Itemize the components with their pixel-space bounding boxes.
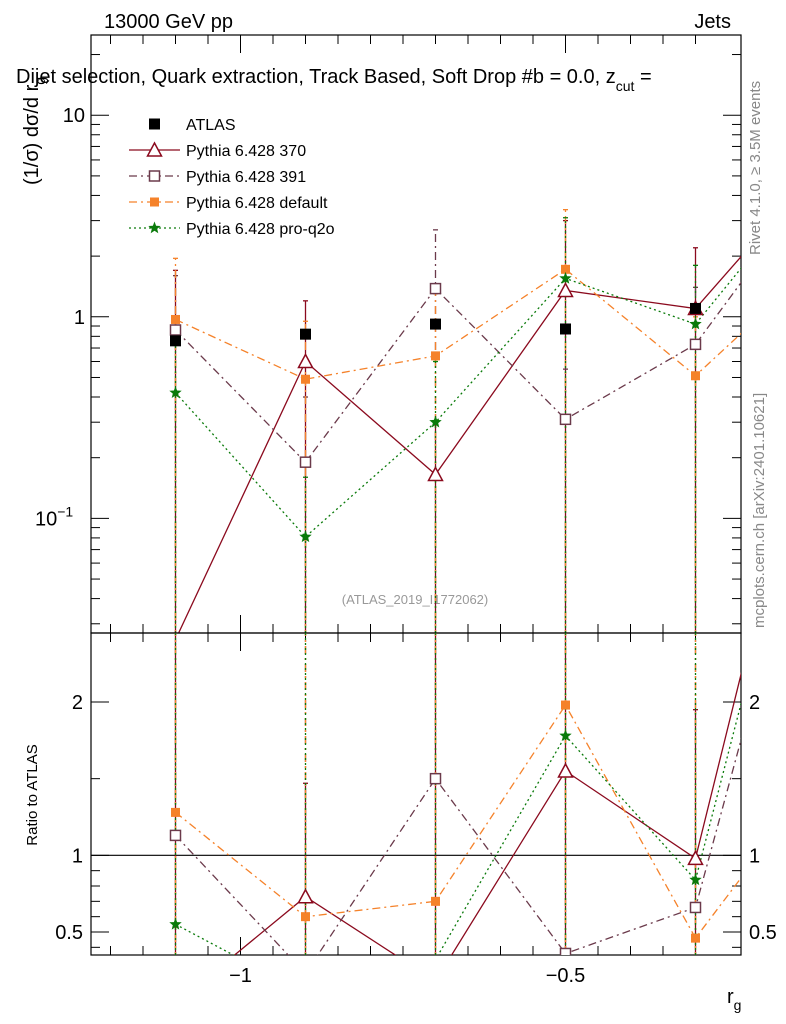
ratio-point-p370 — [687, 849, 704, 866]
ratio-y-tick-label-right: 0.5 — [749, 922, 777, 944]
legend-label-atlas: ATLAS — [186, 117, 236, 134]
main-point-atlas — [300, 328, 311, 340]
ratio-y-tick-label: 1 — [72, 845, 83, 867]
ratio-series-layer — [169, 633, 741, 955]
main-point-p370 — [297, 352, 314, 369]
main-y-tick-label-base: 10 — [35, 508, 57, 530]
main-y-axis-label-main: (1/σ) dσ/d r — [21, 84, 43, 185]
main-point-p391 — [559, 413, 572, 426]
legend-label-pdefault: Pythia 6.428 default — [186, 195, 328, 212]
rivet-label: Rivet 4.1.0, ≥ 3.5M events — [747, 81, 764, 255]
ratio-y-tick-label-right: 1 — [749, 845, 760, 867]
main-series-layer — [169, 209, 741, 633]
ratio-y-axis-label: Ratio to ATLAS — [24, 744, 41, 845]
ratio-point-pdefault — [171, 807, 180, 817]
main-point-atlas — [430, 318, 441, 330]
main-point-pq2o — [429, 415, 442, 428]
main-point-p391 — [299, 456, 312, 468]
ratio-point-pq2o — [169, 917, 182, 930]
legend-label-p370: Pythia 6.428 370 — [186, 143, 306, 160]
legend-marker-pdefault — [150, 197, 159, 207]
ratio-line-pdefault — [175, 703, 741, 940]
main-line-p370 — [177, 255, 741, 633]
plot-title-sub: cut — [616, 78, 635, 94]
main-y-axis-label-sub: g — [32, 77, 48, 85]
ratio-point-pdefault — [561, 700, 570, 710]
legend-marker-p391 — [148, 170, 161, 182]
main-line-p391 — [175, 281, 741, 464]
main-point-p370 — [557, 281, 574, 298]
ratio-plot-frame — [90, 632, 742, 956]
ratio-y-tick-label-right: 2 — [749, 692, 760, 714]
main-line-pq2o — [175, 267, 741, 538]
ratio-point-p391 — [169, 829, 182, 842]
main-point-p391 — [429, 282, 442, 295]
main-y-tick-label: 10−1 — [35, 503, 73, 530]
main-point-pq2o — [689, 317, 702, 330]
main-point-pq2o — [559, 271, 572, 284]
ratio-y-tick-label: 0.5 — [55, 922, 83, 944]
header-jets: Jets — [694, 11, 731, 33]
main-y-tick-label: 10 — [63, 105, 85, 127]
x-axis-label-main: r — [727, 986, 734, 1008]
main-point-p370 — [427, 465, 444, 482]
plot-title-main: Dijet selection, Quark extraction, Track… — [16, 66, 616, 88]
ratio-point-pq2o — [689, 873, 702, 886]
ratio-point-p391 — [559, 947, 572, 955]
mcplots-label: mcplots.cern.ch [arXiv:2401.10621] — [751, 393, 768, 628]
x-tick-label: −1 — [229, 965, 252, 987]
legend: ATLAS Pythia 6.428 370 Pythia 6.428 391 Pyt… — [129, 117, 335, 238]
ratio-point-p370 — [297, 888, 314, 904]
ratio-y-tick-label: 2 — [72, 692, 83, 714]
main-point-pq2o — [299, 530, 312, 543]
ratio-point-pdefault — [691, 933, 700, 943]
ratio-point-p391 — [429, 772, 442, 785]
plot-title-tail: = — [634, 66, 651, 88]
legend-label-pq2o: Pythia 6.428 pro-q2o — [186, 221, 335, 238]
main-point-p391 — [689, 338, 702, 351]
analysis-watermark: (ATLAS_2019_I1772062) — [342, 592, 488, 607]
main-point-pdefault — [561, 264, 570, 274]
ratio-point-p370 — [557, 762, 574, 778]
main-y-tick-label: 1 — [74, 307, 85, 329]
main-point-pdefault — [431, 351, 440, 361]
legend-marker-atlas — [149, 118, 160, 130]
ratio-line-pq2o — [175, 701, 741, 955]
ratio-plot: 0.5 0.5 1 1 2 2 −1 −0.5 — [55, 632, 777, 987]
ratio-point-p391 — [689, 901, 702, 914]
plot-title: Dijet selection, Quark extraction, Track… — [16, 66, 652, 94]
ratio-line-p370 — [233, 671, 741, 955]
x-axis-label: rg — [727, 986, 741, 1013]
main-point-pdefault — [301, 374, 310, 384]
legend-marker-pq2o — [148, 221, 161, 234]
header-energy: 13000 GeV pp — [104, 11, 233, 33]
main-point-pq2o — [169, 386, 182, 398]
legend-marker-p370 — [146, 141, 163, 157]
main-y-axis-label: (1/σ) dσ/d rg — [21, 77, 48, 185]
main-point-atlas — [690, 302, 701, 314]
main-point-atlas — [170, 335, 181, 347]
ratio-point-pdefault — [301, 912, 310, 922]
ratio-line-p391 — [175, 737, 741, 955]
main-point-pdefault — [691, 371, 700, 381]
ratio-point-pdefault — [431, 896, 440, 906]
main-point-atlas — [560, 323, 571, 335]
main-y-tick-label-exp: −1 — [57, 503, 73, 519]
legend-label-p391: Pythia 6.428 391 — [186, 169, 306, 186]
main-point-p391 — [169, 324, 182, 336]
main-point-pdefault — [171, 314, 180, 324]
x-tick-label: −0.5 — [546, 965, 585, 987]
ratio-point-pq2o — [559, 729, 572, 741]
x-axis-label-sub: g — [734, 997, 742, 1013]
